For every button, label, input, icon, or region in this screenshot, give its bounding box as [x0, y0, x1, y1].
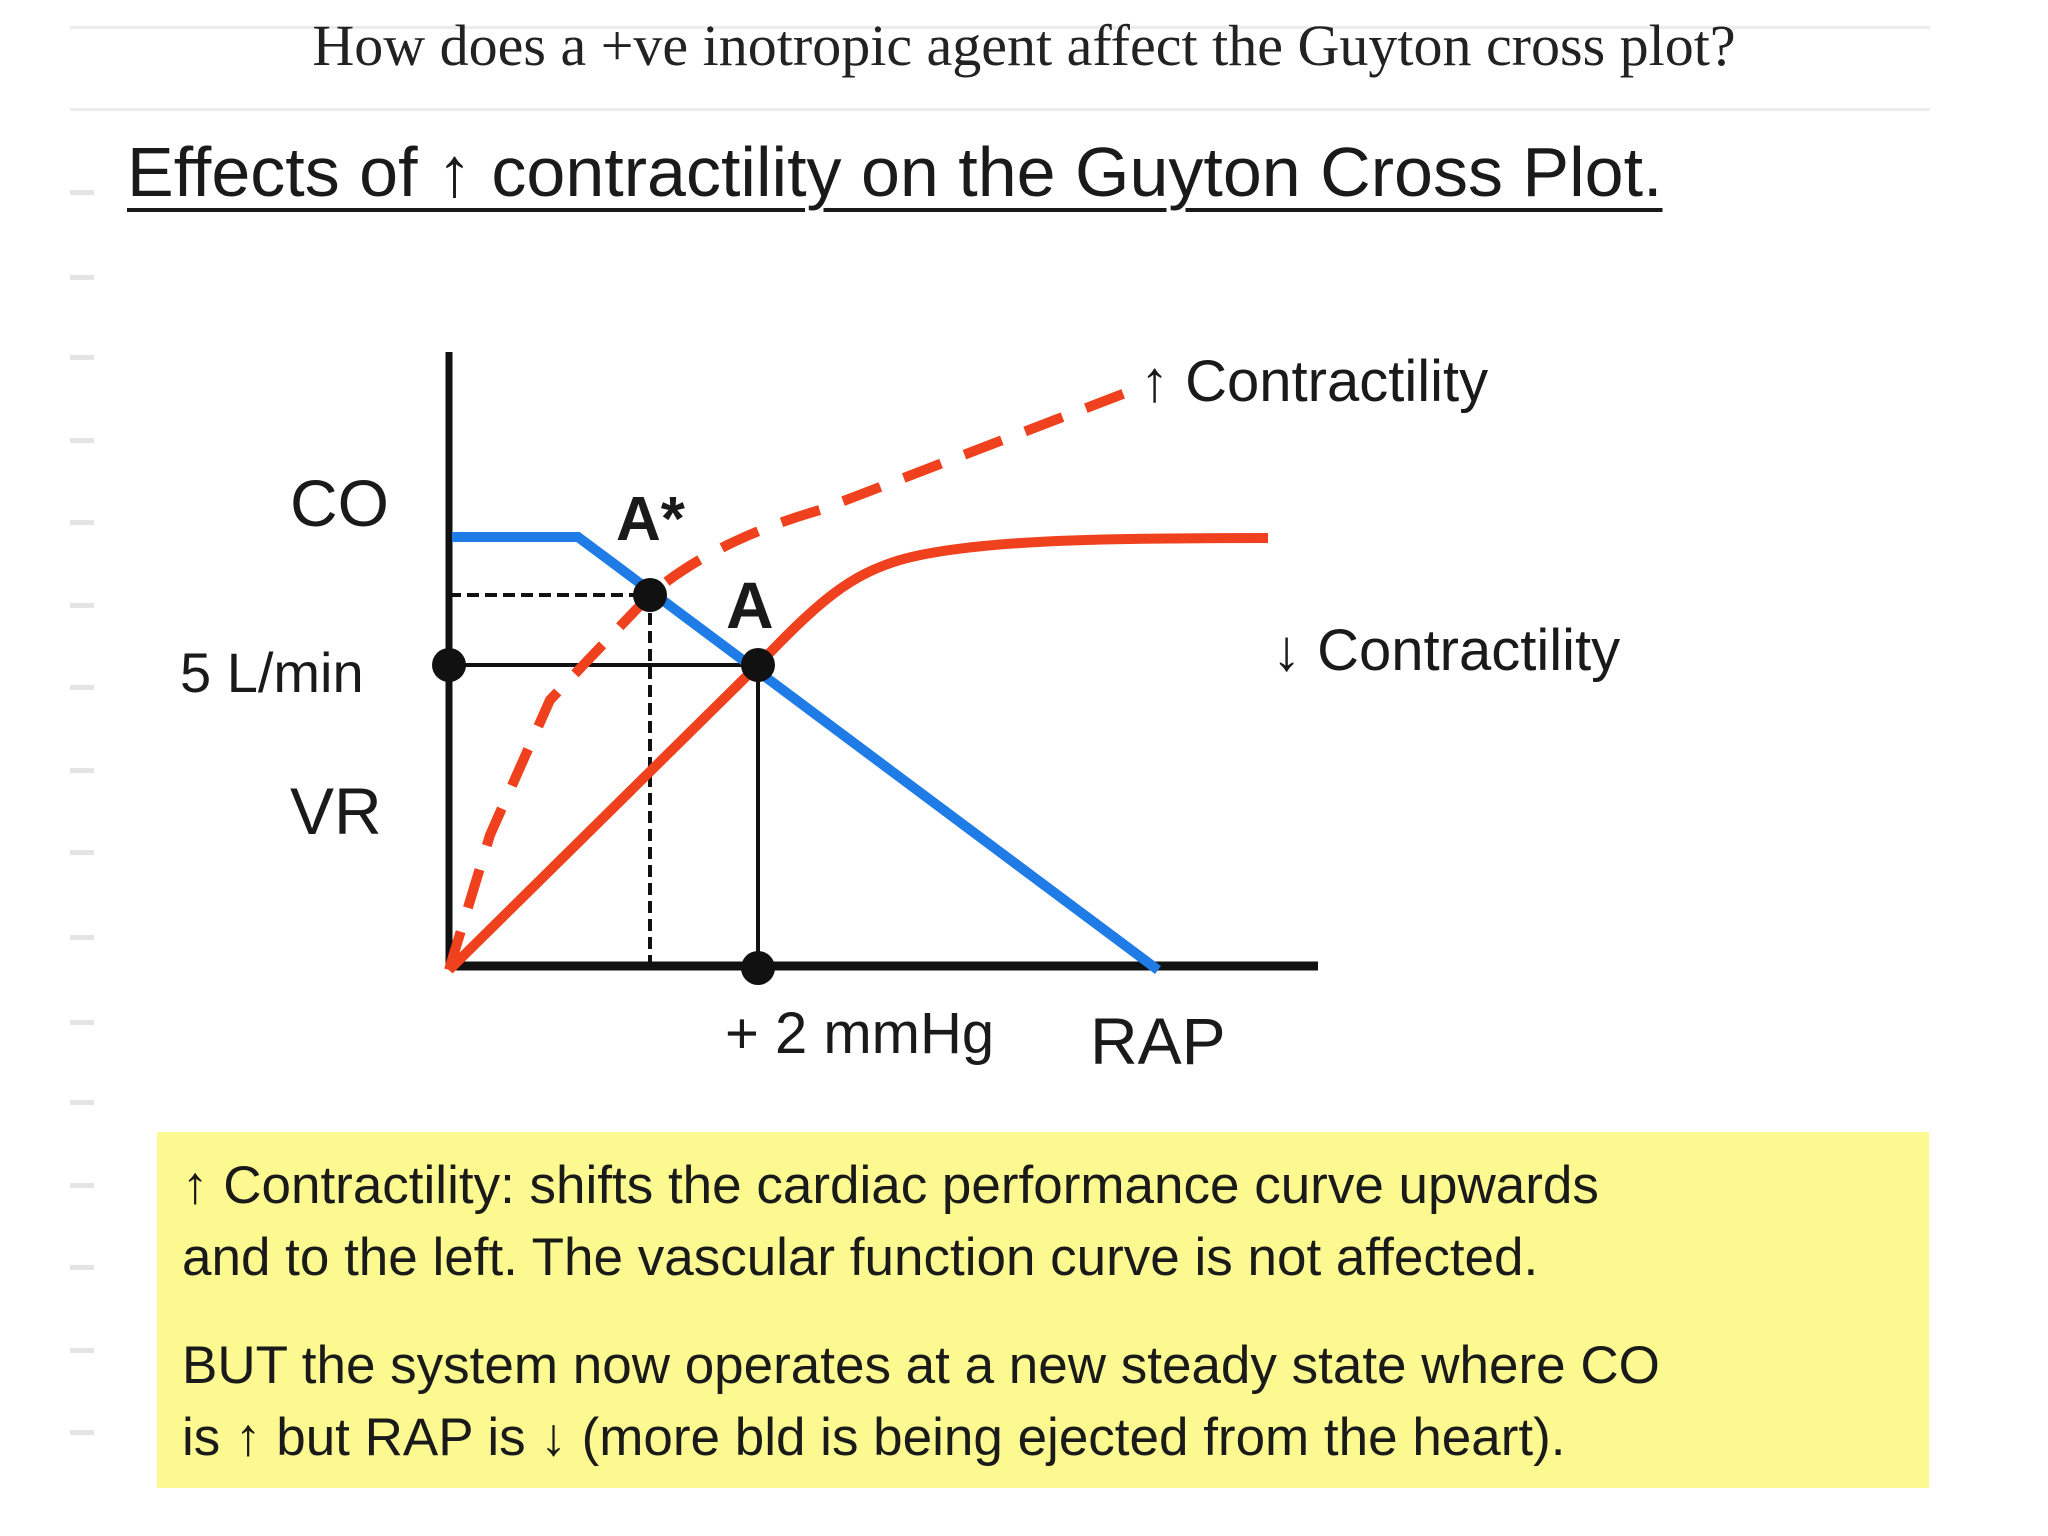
co-axis-label: CO — [290, 466, 389, 540]
margin-tick — [70, 1430, 94, 1435]
note-line-1: ↑ Contractility: shifts the cardiac perf… — [182, 1156, 1599, 1215]
margin-tick — [70, 520, 94, 525]
question-heading: How does a +ve inotropic agent affect th… — [312, 13, 1736, 78]
page-rule — [70, 108, 1930, 111]
rap-axis-label: RAP — [1090, 1004, 1226, 1078]
co-5-lmin-marker — [432, 648, 466, 682]
increased-contractility-label: ↑ Contractility — [1140, 349, 1489, 414]
margin-tick — [70, 1020, 94, 1025]
vr-axis-label: VR — [290, 774, 382, 848]
point-a — [741, 648, 775, 682]
margin-tick — [70, 603, 94, 608]
vascular-function-curve — [452, 532, 1161, 975]
decreased-contractility-label: ↓ Contractility — [1272, 618, 1621, 683]
margin-tick — [70, 275, 94, 280]
margin-tick — [70, 1265, 94, 1270]
note-line-4: is ↑ but RAP is ↓ (more bld is being eje… — [182, 1408, 1566, 1467]
margin-tick — [70, 768, 94, 773]
margin-tick — [70, 685, 94, 690]
cardiac-performance-curve — [445, 533, 1269, 974]
slide-title: Effects of ↑ contractility on the Guyton… — [127, 133, 1663, 211]
point-a-star — [633, 578, 667, 612]
note-line-3: BUT the system now operates at a new ste… — [182, 1336, 1660, 1395]
x-tick-label: + 2 mmHg — [725, 1001, 995, 1066]
margin-tick — [70, 1183, 94, 1188]
margin-tick — [70, 438, 94, 443]
cardiac-performance-curve-increased — [444, 387, 1130, 972]
page-rule — [70, 26, 1930, 29]
margin-tick — [70, 1100, 94, 1105]
note-line-2: and to the left. The vascular function c… — [182, 1228, 1539, 1287]
margin-tick — [70, 935, 94, 940]
point-a-star-label: A* — [616, 485, 685, 554]
explanation-box: ↑ Contractility: shifts the cardiac perf… — [157, 1132, 1929, 1488]
margin-tick — [70, 850, 94, 855]
margin-tick — [70, 355, 94, 360]
point-a-label: A — [726, 568, 774, 642]
y-tick-label: 5 L/min — [180, 641, 364, 704]
margin-tick — [70, 190, 94, 195]
margin-tick — [70, 1348, 94, 1353]
rap-2-mmhg-marker — [741, 951, 775, 985]
